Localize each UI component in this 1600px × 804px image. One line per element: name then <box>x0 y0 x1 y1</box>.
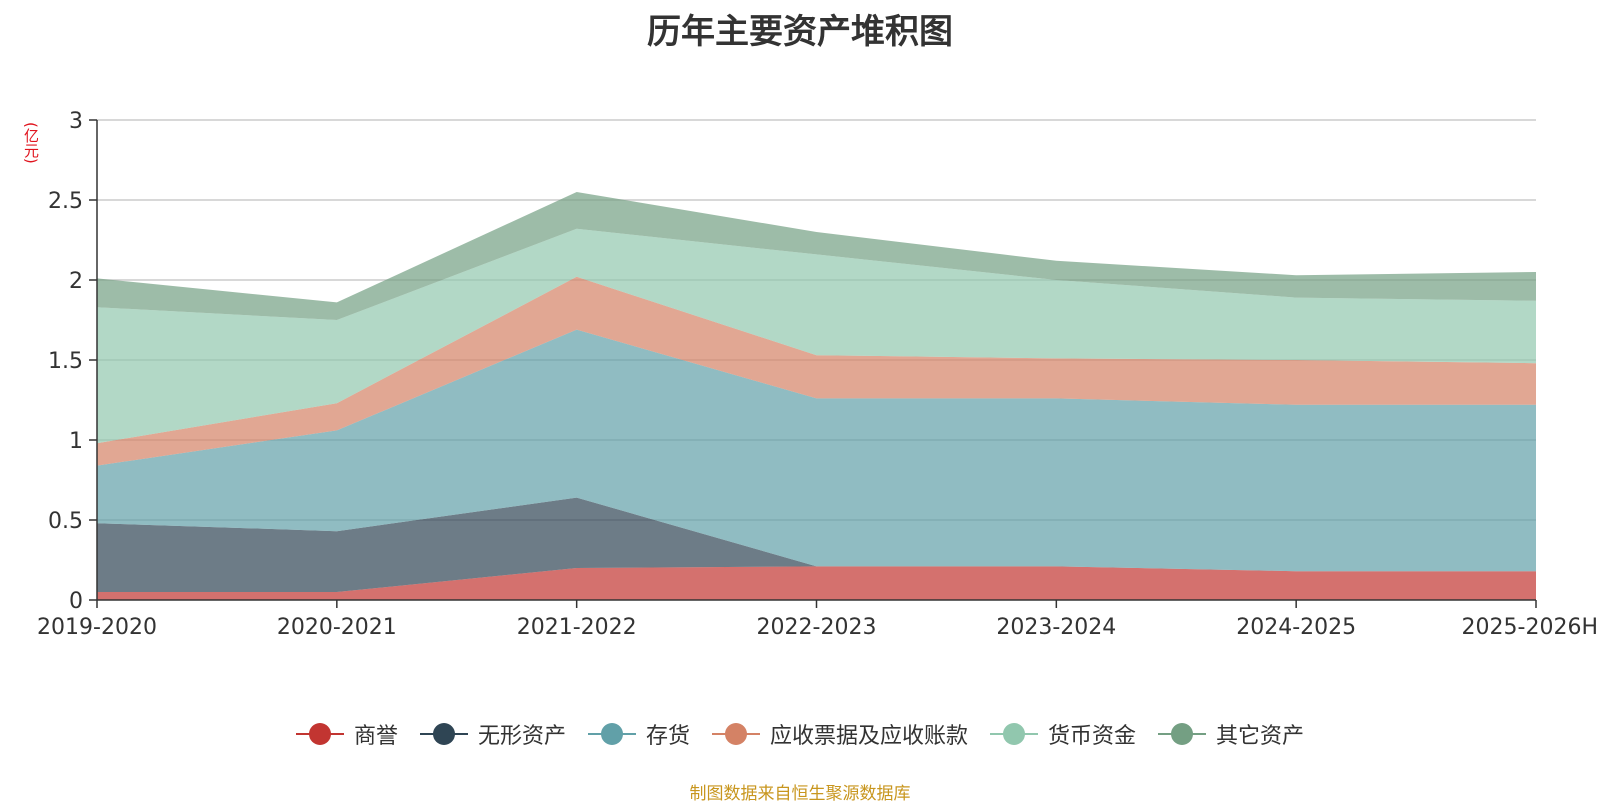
legend-marker-icon <box>419 722 468 746</box>
y-tick-label: 3 <box>69 109 83 134</box>
legend-marker-icon <box>1158 722 1207 746</box>
legend-item[interactable]: 存货 <box>587 718 690 750</box>
legend-label: 无形资产 <box>477 724 566 749</box>
legend-marker-icon <box>587 722 636 746</box>
x-tick-label: 2021-2022 <box>517 615 637 640</box>
stacked-area-chart: 0 0.5 1 1.5 2 2.5 3 2019-2020 2020-2021 2021-202… <box>37 109 1598 640</box>
y-tick-label: 1.5 <box>48 349 83 374</box>
area-series-0 <box>97 566 1536 600</box>
legend-marker-icon <box>712 722 760 746</box>
legend-label: 商誉 <box>353 724 398 749</box>
legend: 商誉 无形资产 存货 应收票据及应收账款 货币资金 其它资产 <box>0 718 1600 750</box>
x-tick-label: 2023-2024 <box>996 615 1116 640</box>
chart-title: 历年主要资产堆积图 <box>647 12 953 52</box>
x-axis-tick-labels: 2019-2020 2020-2021 2021-2022 2022-2023 2023… <box>37 615 1598 640</box>
legend-item[interactable]: 商誉 <box>295 718 398 750</box>
legend-label: 货币资金 <box>1048 724 1137 749</box>
legend-marker-icon <box>990 722 1039 746</box>
legend-label: 其它资产 <box>1216 724 1305 749</box>
legend-label: 存货 <box>645 724 690 749</box>
x-tick-label: 2020-2021 <box>277 615 397 640</box>
legend-item[interactable]: 货币资金 <box>990 718 1136 750</box>
y-axis-tick-labels: 0 0.5 1 1.5 2 2.5 3 <box>48 109 83 614</box>
y-tick-label: 0.5 <box>48 509 83 534</box>
y-tick-label: 1 <box>69 429 83 454</box>
area-series-4 <box>97 228 1536 444</box>
legend-label: 应收票据及应收账款 <box>770 724 969 749</box>
area-series-5 <box>97 192 1536 320</box>
y-axis-unit-label: (亿元) <box>22 122 40 164</box>
x-tick-label: 2025-2026H <box>1462 615 1598 640</box>
legend-item[interactable]: 其它资产 <box>1158 718 1304 750</box>
area-series-3 <box>97 276 1536 466</box>
area-series <box>97 192 1536 600</box>
data-source-note: 制图数据来自恒生聚源数据库 <box>689 784 911 804</box>
x-tick-label: 2024-2025 <box>1236 615 1356 640</box>
y-tick-label: 0 <box>69 589 83 614</box>
legend-item[interactable]: 无形资产 <box>419 718 566 750</box>
legend-marker-icon <box>295 722 344 746</box>
axes <box>96 120 1537 608</box>
area-series-2 <box>97 329 1536 572</box>
y-tick-label: 2.5 <box>48 189 83 214</box>
legend-item[interactable]: 应收票据及应收账款 <box>712 718 968 750</box>
x-tick-label: 2022-2023 <box>757 615 877 640</box>
x-tick-label: 2019-2020 <box>37 615 157 640</box>
y-tick-label: 2 <box>69 269 83 294</box>
area-series-1 <box>97 497 1536 592</box>
